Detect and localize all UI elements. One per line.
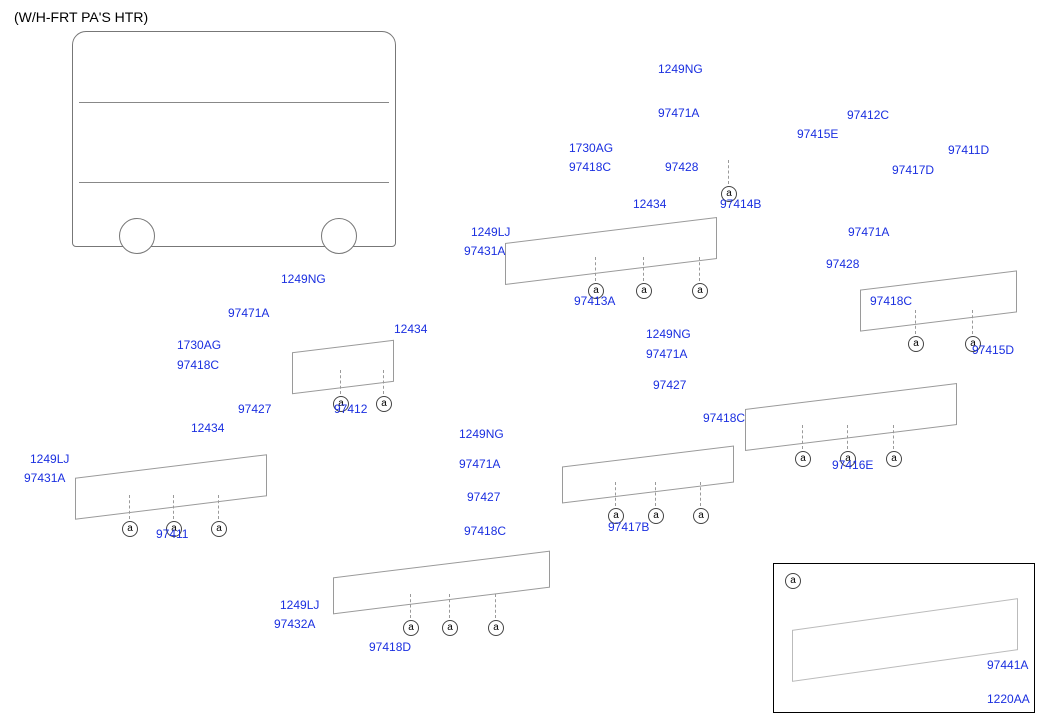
- part-label: 97427: [467, 490, 500, 504]
- leader-line: [655, 482, 656, 506]
- a-marker: a: [636, 283, 652, 299]
- part-label: 97415E: [797, 127, 838, 141]
- part-label: 1220AA: [987, 692, 1030, 706]
- part-label: 97414B: [720, 197, 761, 211]
- detail-inset: a 97441A 1220AA: [773, 563, 1035, 713]
- part-label: 1249LJ: [471, 225, 510, 239]
- diagram-title: (W/H-FRT PA'S HTR): [14, 9, 148, 25]
- part-label: 97417D: [892, 163, 934, 177]
- a-marker: a: [376, 396, 392, 412]
- part-label: 97418D: [369, 640, 411, 654]
- exploded-panel: [292, 340, 394, 395]
- part-label: 97418C: [703, 411, 745, 425]
- exploded-panel: [745, 383, 957, 451]
- exploded-panel: [333, 551, 550, 615]
- leader-line: [173, 495, 174, 519]
- leader-line: [700, 482, 701, 506]
- part-label: 97412C: [847, 108, 889, 122]
- detail-a-marker: a: [785, 573, 801, 589]
- part-label: 97471A: [848, 225, 889, 239]
- a-marker: a: [122, 521, 138, 537]
- part-label: 12434: [191, 421, 224, 435]
- leader-line: [972, 310, 973, 334]
- part-label: 97415D: [972, 343, 1014, 357]
- leader-line: [383, 370, 384, 394]
- leader-line: [218, 495, 219, 519]
- part-label: 97417B: [608, 520, 649, 534]
- leader-line: [340, 370, 341, 394]
- a-marker: a: [795, 451, 811, 467]
- a-marker: a: [648, 508, 664, 524]
- part-label: 1730AG: [569, 141, 613, 155]
- bus-illustration: [72, 31, 396, 247]
- part-label: 97441A: [987, 658, 1028, 672]
- part-label: 1249NG: [459, 427, 504, 441]
- part-label: 97418C: [870, 294, 912, 308]
- part-label: 97418C: [464, 524, 506, 538]
- leader-line: [495, 594, 496, 618]
- part-label: 97431A: [464, 244, 505, 258]
- inset-panel: [792, 598, 1018, 682]
- a-marker: a: [693, 508, 709, 524]
- leader-line: [893, 425, 894, 449]
- leader-line: [847, 425, 848, 449]
- part-label: 97427: [238, 402, 271, 416]
- part-label: 1249LJ: [30, 452, 69, 466]
- leader-line: [449, 594, 450, 618]
- part-label: 97428: [826, 257, 859, 271]
- a-marker: a: [211, 521, 227, 537]
- a-marker: a: [908, 336, 924, 352]
- part-label: 97471A: [646, 347, 687, 361]
- leader-line: [643, 257, 644, 281]
- a-marker: a: [886, 451, 902, 467]
- part-label: 12434: [394, 322, 427, 336]
- part-label: 97413A: [574, 294, 615, 308]
- part-label: 1249NG: [646, 327, 691, 341]
- part-label: 97471A: [228, 306, 269, 320]
- leader-line: [915, 310, 916, 334]
- part-label: 97418C: [569, 160, 611, 174]
- a-marker: a: [692, 283, 708, 299]
- part-label: 1249NG: [658, 62, 703, 76]
- part-label: 1249NG: [281, 272, 326, 286]
- part-label: 97432A: [274, 617, 315, 631]
- exploded-panel: [562, 445, 734, 503]
- part-label: 97411D: [948, 143, 989, 157]
- part-label: 97471A: [459, 457, 500, 471]
- leader-line: [129, 495, 130, 519]
- a-marker: a: [442, 620, 458, 636]
- part-label: 97427: [653, 378, 686, 392]
- part-label: 12434: [633, 197, 666, 211]
- exploded-panel: [75, 454, 267, 520]
- part-label: 1249LJ: [280, 598, 319, 612]
- leader-line: [595, 257, 596, 281]
- part-label: 1730AG: [177, 338, 221, 352]
- leader-line: [728, 160, 729, 184]
- leader-line: [615, 482, 616, 506]
- part-label: 97428: [665, 160, 698, 174]
- leader-line: [802, 425, 803, 449]
- part-label: 97431A: [24, 471, 65, 485]
- a-marker: a: [403, 620, 419, 636]
- exploded-panel: [505, 217, 717, 285]
- part-label: 97418C: [177, 358, 219, 372]
- part-label: 97416E: [832, 458, 873, 472]
- leader-line: [699, 257, 700, 281]
- part-label: 97412: [334, 402, 367, 416]
- diagram-canvas: (W/H-FRT PA'S HTR) a 97441A 1220AA aaaaa…: [0, 0, 1063, 727]
- part-label: 97411: [156, 527, 188, 541]
- a-marker: a: [488, 620, 504, 636]
- leader-line: [410, 594, 411, 618]
- part-label: 97471A: [658, 106, 699, 120]
